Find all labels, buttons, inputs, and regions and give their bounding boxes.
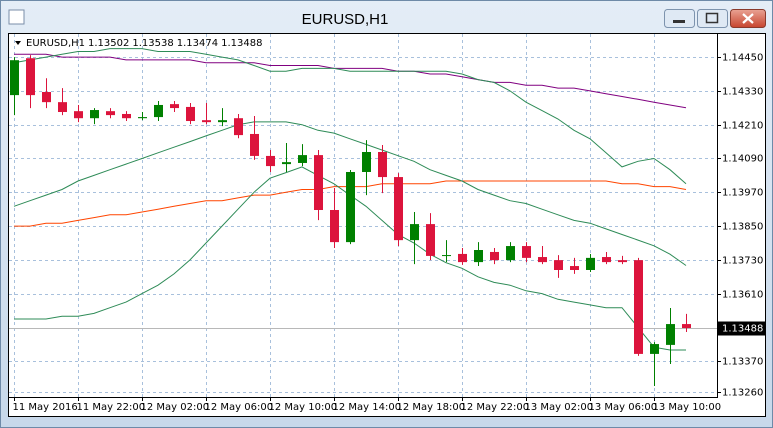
x-tick-label: 12 May 10:00 <box>269 402 338 413</box>
candle-body <box>266 155 275 167</box>
x-tick-label: 12 May 06:00 <box>205 402 274 413</box>
candle-body <box>250 133 259 156</box>
candle-body <box>90 110 99 119</box>
candle-body <box>410 224 419 241</box>
window-icon <box>8 9 25 25</box>
candle-body <box>106 111 115 116</box>
indicator-line <box>14 53 687 109</box>
chart-header: EURUSD,H1 1.13502 1.13538 1.13474 1.13488 <box>15 38 262 49</box>
maximize-button[interactable] <box>697 9 728 28</box>
candle-body <box>26 58 35 96</box>
y-tick-label: 1.13850 <box>722 222 763 233</box>
y-tick-label: 1.14330 <box>722 87 763 98</box>
y-tick-label: 1.13260 <box>722 388 763 399</box>
candle-body <box>154 104 163 118</box>
candle-body <box>650 344 659 354</box>
y-tick-label: 1.13610 <box>722 290 763 301</box>
ohlc-open: 1.13502 <box>88 38 129 49</box>
y-tick-label: 1.13370 <box>722 357 763 368</box>
x-tick-label: 12 May 22:00 <box>461 402 530 413</box>
x-tick-label: 12 May 02:00 <box>141 402 210 413</box>
x-tick-label: 12 May 18:00 <box>397 402 466 413</box>
candle-body <box>538 257 547 263</box>
candle-body <box>298 155 307 163</box>
candle-body <box>346 171 355 243</box>
ohlc-high: 1.13538 <box>132 38 173 49</box>
candle-body <box>506 246 515 261</box>
candle-body <box>218 120 227 123</box>
candle-body <box>186 106 195 122</box>
ohlc-info: 1.13502 1.13538 1.13474 1.13488 <box>88 38 262 49</box>
x-tick-label: 11 May 2016 <box>13 402 78 413</box>
ohlc-close: 1.13488 <box>221 38 262 49</box>
candle-body <box>282 162 291 165</box>
candle-body <box>442 255 451 257</box>
candle-body <box>138 117 147 119</box>
candles <box>10 55 691 387</box>
candle-body <box>554 260 563 270</box>
ohlc-low: 1.13474 <box>177 38 218 49</box>
axes: 1.14450 1.14330 1.14210 1.14090 1.13970 1.138… <box>13 53 765 413</box>
candle-body <box>74 111 83 119</box>
x-tick-label: 13 May 10:00 <box>653 402 722 413</box>
candle-body <box>634 260 643 354</box>
candle-body <box>458 253 467 263</box>
candle-body <box>618 260 627 263</box>
indicator-line <box>13 48 687 185</box>
symbol: EURUSD,H1 <box>26 38 85 49</box>
candle-body <box>394 177 403 241</box>
candle-body <box>378 151 387 178</box>
minimize-button[interactable] <box>664 9 695 28</box>
x-tick-label: 13 May 02:00 <box>525 402 594 413</box>
candle-body <box>58 102 67 113</box>
indicator-line <box>13 121 687 266</box>
candle-body <box>202 120 211 123</box>
candle-body <box>570 266 579 270</box>
x-tick-label: 11 May 22:00 <box>77 402 146 413</box>
candle-body <box>42 92 51 103</box>
candle-body <box>586 257 595 270</box>
y-tick-label: 1.13730 <box>722 256 763 267</box>
y-tick-label: 1.14210 <box>722 121 763 132</box>
candle-body <box>170 104 179 109</box>
x-tick-label: 13 May 06:00 <box>589 402 658 413</box>
current-price-label: 1.13488 <box>722 324 763 335</box>
candle-body <box>682 324 691 329</box>
y-tick-label: 1.14090 <box>722 154 763 165</box>
candle-body <box>330 210 339 243</box>
candle-body <box>122 113 131 119</box>
y-tick-label: 1.13970 <box>722 188 763 199</box>
candle-body <box>234 118 243 136</box>
candle-body <box>10 60 19 96</box>
candle-body <box>602 257 611 263</box>
x-tick-label: 12 May 14:00 <box>333 402 402 413</box>
candle-body <box>362 151 371 172</box>
candle-body <box>666 324 675 345</box>
candle-body <box>314 155 323 211</box>
candle-body <box>426 224 435 256</box>
candle-body <box>522 246 531 258</box>
y-tick-label: 1.14450 <box>722 53 763 64</box>
current-price-box <box>718 321 765 336</box>
window-title: EURUSD,H1 <box>302 11 389 28</box>
candle-body <box>474 249 483 263</box>
candle-body <box>490 251 499 261</box>
close-button[interactable] <box>730 9 766 28</box>
